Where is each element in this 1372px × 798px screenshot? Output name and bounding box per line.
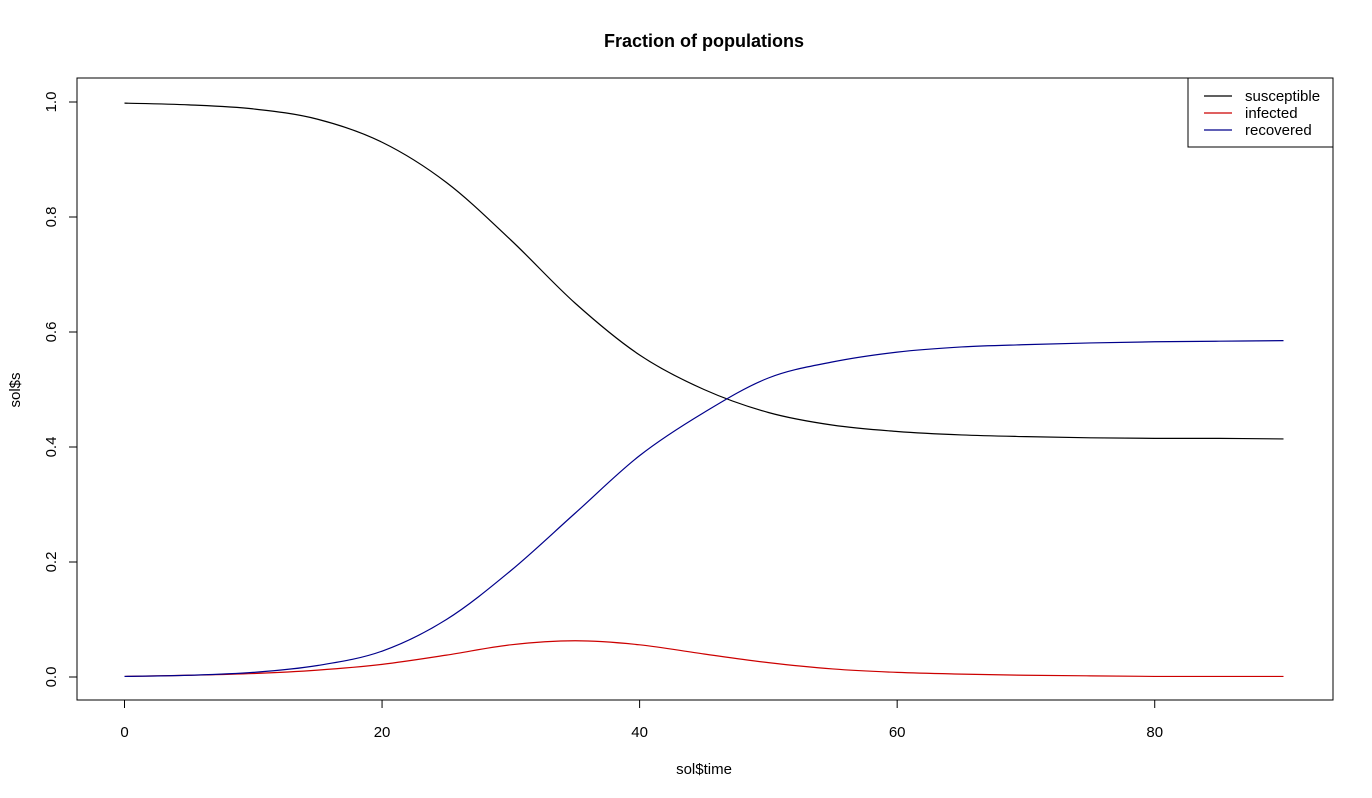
- y-axis-label: sol$s: [7, 372, 24, 407]
- x-tick-label: 80: [1146, 724, 1163, 741]
- y-axis: 0.0 0.2 0.4 0.6 0.8 1.0: [43, 92, 78, 688]
- x-axis-label: sol$time: [676, 761, 732, 778]
- series-line-susceptible: [124, 102, 1284, 440]
- x-tick-label: 0: [120, 724, 128, 741]
- legend-label-infected: infected: [1245, 105, 1298, 122]
- x-axis: 0 20 40 60 80: [120, 699, 1163, 741]
- legend-label-recovered: recovered: [1245, 122, 1312, 139]
- y-tick-label: 0.2: [43, 552, 60, 573]
- legend-label-susceptible: susceptible: [1245, 88, 1320, 105]
- x-tick-label: 40: [631, 724, 648, 741]
- series-lines: [124, 102, 1284, 678]
- y-tick-label: 0.6: [43, 322, 60, 343]
- x-tick-label: 20: [374, 724, 391, 741]
- y-tick-label: 0.0: [43, 667, 60, 688]
- plot-frame: [76, 77, 1334, 701]
- x-tick-label: 60: [889, 724, 906, 741]
- series-line-recovered: [124, 340, 1284, 678]
- series-line-infected: [124, 640, 1284, 678]
- chart-title: Fraction of populations: [604, 31, 804, 51]
- y-tick-label: 0.8: [43, 207, 60, 228]
- y-tick-label: 1.0: [43, 92, 60, 113]
- y-tick-label: 0.4: [43, 437, 60, 458]
